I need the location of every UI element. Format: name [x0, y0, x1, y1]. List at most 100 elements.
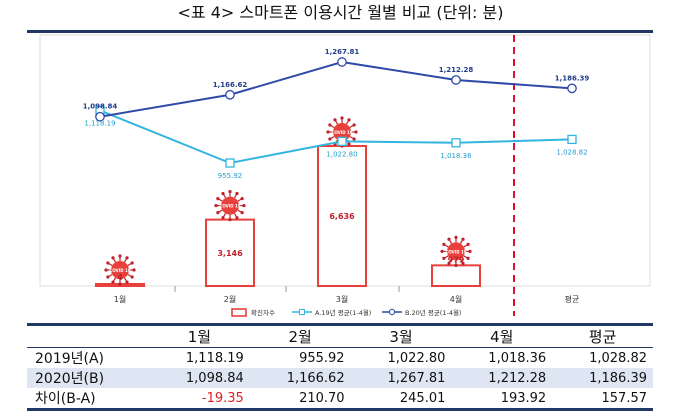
virus-spike	[233, 194, 238, 199]
header-cell: 2월	[249, 323, 351, 348]
legend-series-b-marker	[388, 308, 396, 316]
virus-knob	[125, 280, 129, 284]
header-cell: 1월	[149, 323, 250, 348]
series-b-value-label: 1,166.62	[213, 81, 248, 89]
virus-spike	[222, 213, 227, 218]
table-row: 2019년(A) 1,118.19 955.92 1,022.80 1,018.…	[27, 347, 653, 368]
series-a-marker	[337, 136, 347, 146]
virus-spike	[233, 213, 238, 218]
virus-knob	[216, 211, 220, 215]
virus-spike	[237, 209, 242, 213]
virus-spike	[349, 135, 354, 140]
virus-knob	[118, 254, 122, 258]
table-cell: 157.57	[601, 390, 648, 406]
x-tick-label: 평균	[565, 294, 580, 304]
virus-spike	[108, 262, 113, 267]
virus-spike	[123, 277, 128, 282]
virus-knob	[326, 130, 330, 134]
table-cell: 1,118.19	[185, 350, 244, 366]
virus-knob	[440, 249, 444, 253]
series-a-marker	[225, 158, 235, 168]
virus-knob	[347, 142, 351, 146]
legend-bar-swatch	[231, 308, 247, 317]
virus-knob	[352, 123, 356, 127]
virus-knob	[454, 235, 458, 239]
virus-spike	[112, 277, 117, 282]
covid-virus-icon: COVID 19	[104, 254, 136, 286]
virus-knob	[228, 218, 232, 222]
table-cell: 1,022.80	[387, 350, 446, 366]
virus-knob	[228, 190, 232, 194]
virus-body	[221, 196, 239, 215]
legend-series-b-label: B.20년 평균(1-4월)	[405, 308, 461, 317]
virus-spike	[444, 244, 449, 248]
virus-knob	[328, 137, 332, 141]
virus-knob	[106, 261, 110, 265]
table-cell: 1,018.36	[488, 350, 547, 366]
covid-virus-icon: COVID 19	[440, 235, 472, 267]
virus-spike	[463, 255, 468, 259]
virus-spike	[127, 262, 132, 267]
virus-label: COVID 19	[109, 268, 130, 273]
virus-knob	[466, 256, 470, 260]
series-b-value-label: 1,267.81	[325, 48, 360, 56]
virus-knob	[111, 256, 115, 260]
legend-series-a-marker	[299, 309, 305, 315]
virus-knob	[442, 256, 446, 260]
x-tick-label: 4월	[450, 294, 462, 304]
virus-spike	[334, 120, 339, 125]
table-cell: 1,267.81	[387, 370, 446, 386]
virus-knob	[466, 242, 470, 246]
virus-knob	[442, 242, 446, 246]
virus-knob	[125, 256, 129, 260]
virus-knob	[340, 116, 344, 120]
virus-label: COVID 19	[331, 130, 352, 135]
virus-knob	[461, 261, 465, 266]
virus-knob	[352, 137, 356, 141]
table-cell: 1,186.39	[589, 370, 647, 386]
virus-knob	[333, 118, 337, 122]
combo-chart: COVID 19 COVID 19 COVID 19 COVID 19 1월 2월 3월 4…	[39, 34, 651, 317]
bar	[205, 218, 255, 287]
x-tick-label: 2월	[224, 294, 236, 304]
virus-knob	[221, 191, 225, 196]
virus-knob	[132, 268, 136, 272]
table-row: 차이(B-A) -19.35 210.70 245.01 193.92 157.…	[27, 388, 653, 410]
virus-spike	[459, 239, 464, 244]
virus-spike	[349, 124, 354, 129]
table-cell-negative: -19.35	[201, 390, 244, 406]
series-a-marker	[451, 138, 461, 148]
virus-spike	[222, 194, 227, 199]
virus-knob	[447, 261, 451, 266]
table-header-row: 1월 2월 3월 4월 평균	[27, 323, 653, 348]
table-cell: 1,212.28	[488, 370, 547, 386]
x-tick-label: 3월	[336, 294, 348, 304]
bar-value-label: 3,146	[217, 249, 243, 258]
virus-spike	[448, 239, 453, 244]
bar-value-label: 6,636	[329, 212, 355, 221]
bar	[431, 264, 481, 288]
virus-knob	[111, 280, 115, 284]
virus-knob	[240, 211, 244, 215]
bar-value-label: 4	[117, 273, 123, 282]
series-b-value-label: 1,186.39	[555, 74, 590, 82]
virus-spike	[108, 273, 113, 278]
virus-knob	[242, 204, 246, 208]
virus-knob	[130, 275, 134, 279]
virus-knob	[104, 268, 108, 272]
virus-knob	[347, 118, 351, 122]
virus-body	[333, 123, 351, 141]
virus-body	[111, 261, 129, 279]
row-label: 2020년(B)	[35, 371, 105, 387]
top-rule	[27, 30, 653, 33]
series-a-marker	[567, 134, 577, 145]
virus-knob	[214, 204, 218, 208]
table-cell: 955.92	[299, 350, 345, 366]
table-caption: <표 4> 스마트폰 이용시간 월별 비교 (단위: 분)	[177, 3, 504, 22]
virus-knob	[118, 282, 122, 286]
header-cell: 3월	[350, 323, 452, 348]
virus-spike	[448, 258, 453, 263]
x-tick-label: 1월	[114, 294, 126, 304]
virus-body	[447, 242, 465, 261]
table-cell: 1,166.62	[286, 370, 345, 386]
